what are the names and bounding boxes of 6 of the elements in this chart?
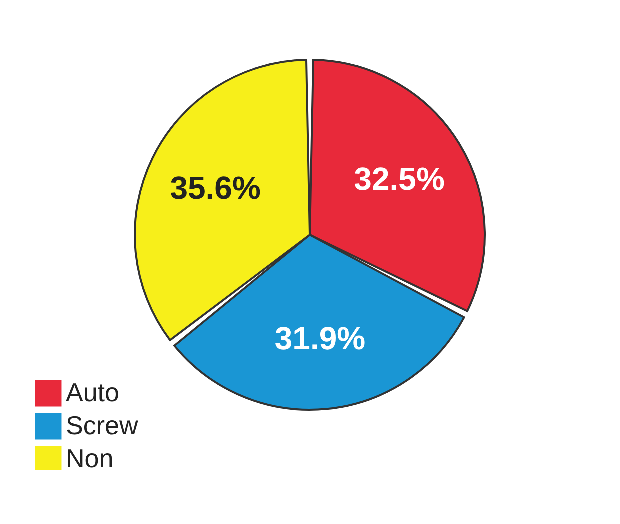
legend-label: Auto bbox=[66, 378, 120, 408]
data-label: 32.5% bbox=[354, 161, 445, 198]
legend-label: Screw bbox=[66, 410, 138, 440]
data-label: 31.9% bbox=[274, 320, 366, 356]
legend-label: Non bbox=[66, 444, 114, 474]
data-label: 35.6% bbox=[170, 170, 261, 206]
